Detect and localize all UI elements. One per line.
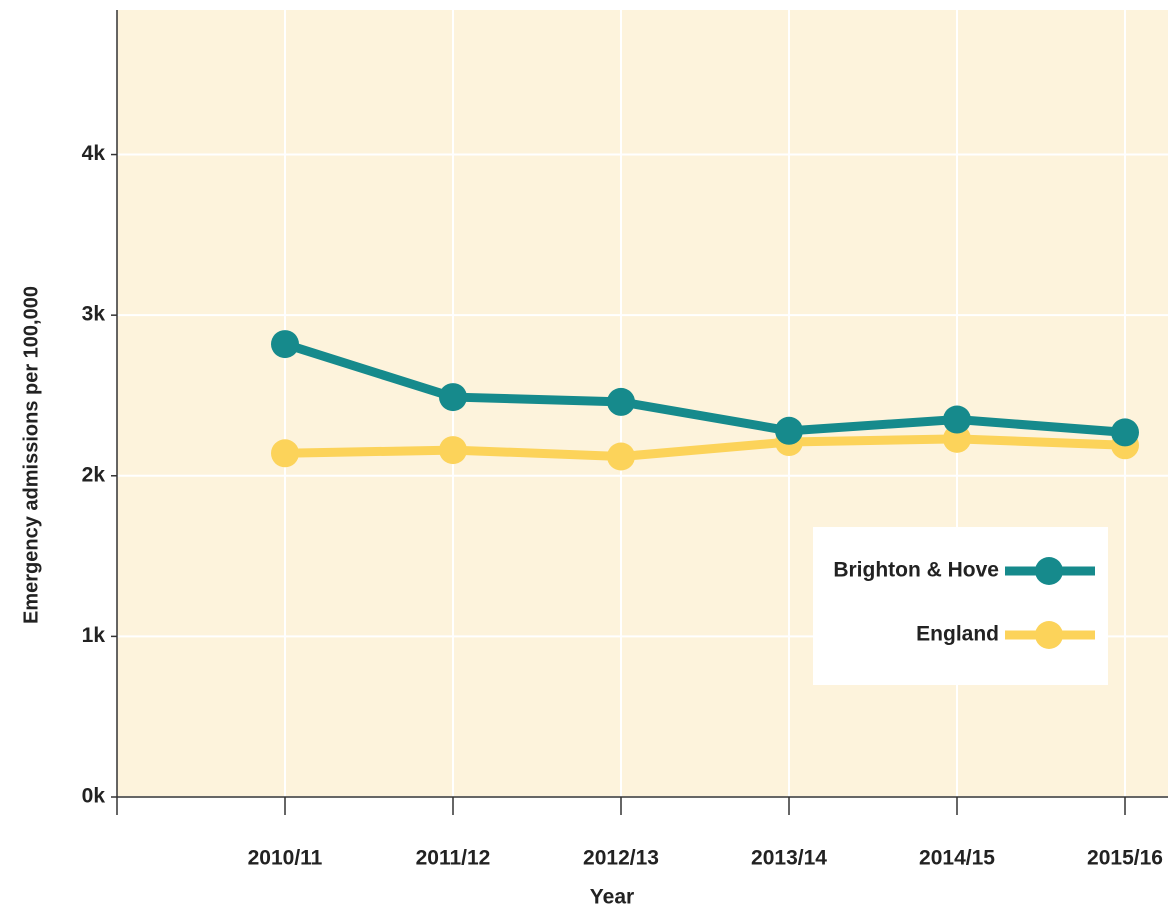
data-point — [607, 442, 635, 471]
x-tick-label: 2013/14 — [751, 847, 827, 870]
data-point — [439, 383, 467, 412]
legend-box — [813, 527, 1108, 685]
series-line — [284, 434, 1126, 462]
y-tick-label: 2k — [82, 463, 106, 486]
data-point — [271, 439, 299, 468]
x-tick-label: 2011/12 — [416, 847, 491, 870]
x-tick-label: 2014/15 — [919, 847, 995, 870]
data-point — [775, 416, 803, 445]
legend-label: Brighton & Hove — [833, 559, 999, 582]
data-point — [943, 405, 971, 434]
data-point — [1111, 418, 1139, 447]
data-point — [607, 387, 635, 416]
x-axis-label: Year — [590, 886, 634, 909]
y-tick-label: 4k — [82, 142, 106, 165]
data-point — [439, 436, 467, 465]
data-point — [271, 330, 299, 359]
legend-marker — [1035, 557, 1063, 585]
x-tick-label: 2010/11 — [248, 847, 323, 870]
y-tick-label: 1k — [82, 624, 106, 647]
series-line — [283, 339, 1126, 437]
y-tick-label: 0k — [82, 785, 106, 808]
legend-label: England — [916, 623, 999, 646]
legend-marker — [1035, 621, 1063, 649]
data-point — [943, 424, 971, 453]
y-tick-label: 3k — [82, 303, 106, 326]
x-tick-label: 2012/13 — [583, 847, 659, 870]
y-axis-label: Emergency admissions per 100,000 — [20, 286, 42, 624]
x-tick-label: 2015/16 — [1087, 847, 1163, 870]
